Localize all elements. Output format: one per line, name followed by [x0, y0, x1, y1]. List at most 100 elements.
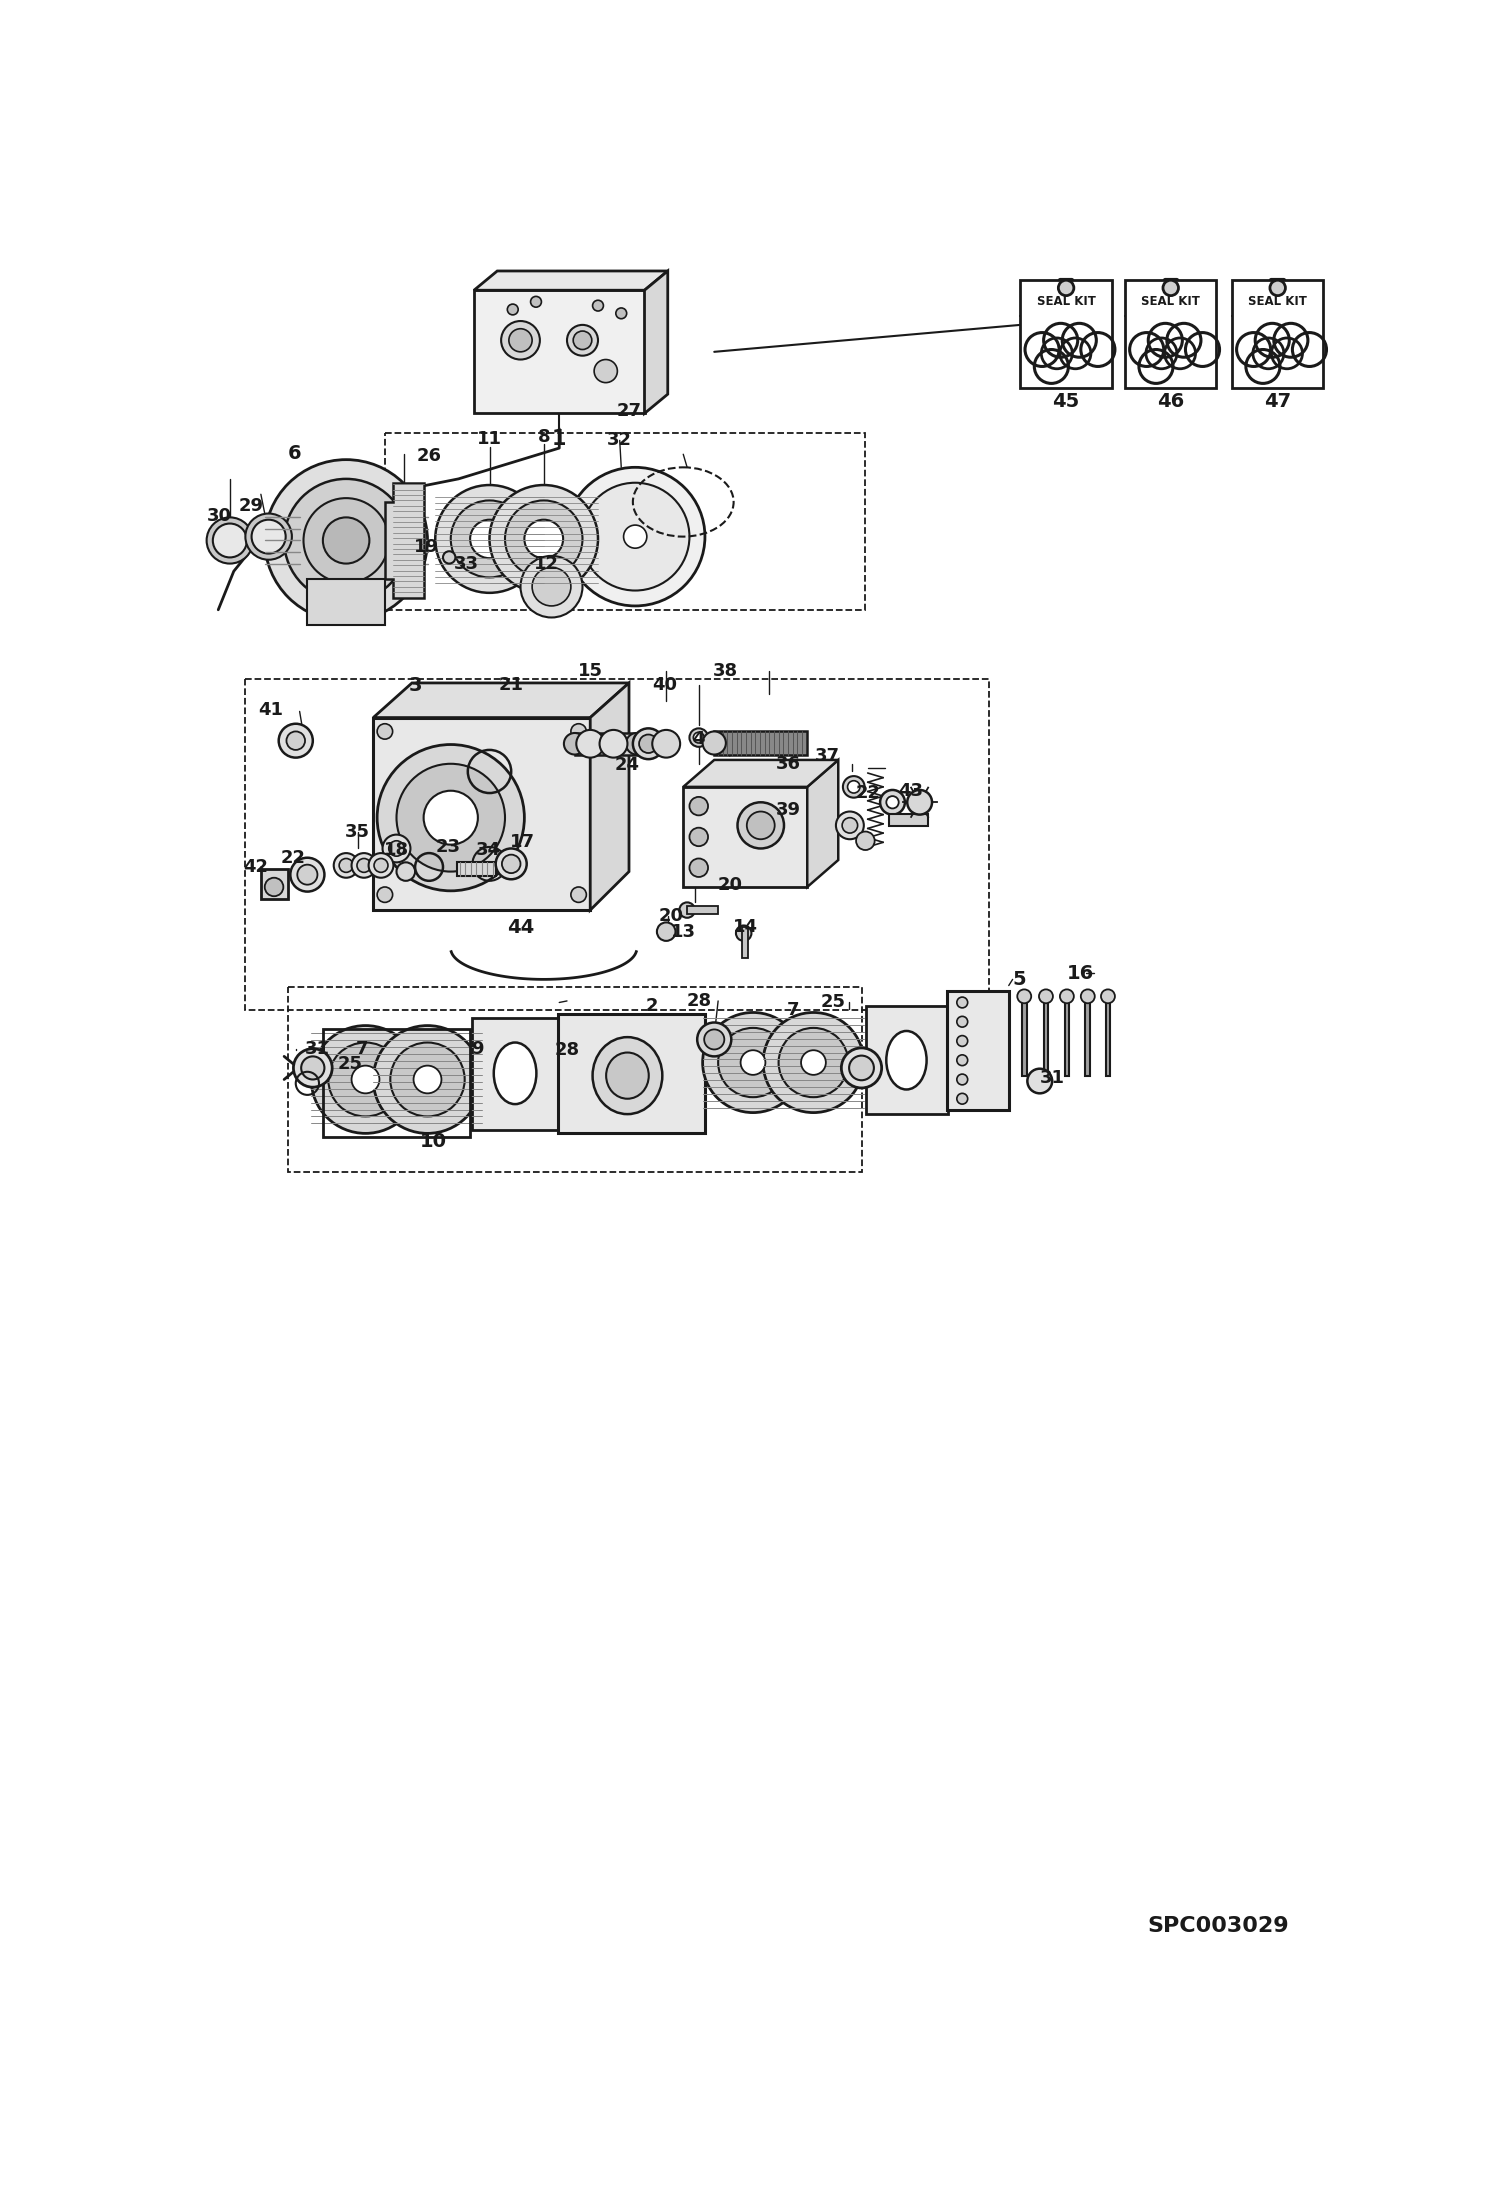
- Bar: [1086, 998, 1091, 1075]
- Circle shape: [470, 520, 509, 557]
- Circle shape: [286, 731, 306, 750]
- Circle shape: [595, 360, 617, 382]
- Circle shape: [505, 500, 583, 577]
- Circle shape: [563, 733, 586, 755]
- Ellipse shape: [607, 1053, 649, 1099]
- Text: 19: 19: [413, 538, 439, 555]
- Circle shape: [213, 524, 247, 557]
- Circle shape: [252, 520, 286, 553]
- Circle shape: [312, 1025, 419, 1134]
- Bar: [947, 992, 1008, 1110]
- Circle shape: [524, 520, 563, 557]
- Circle shape: [881, 790, 905, 814]
- Circle shape: [374, 858, 388, 873]
- Circle shape: [297, 864, 318, 884]
- Text: 1: 1: [551, 428, 566, 450]
- Circle shape: [1082, 989, 1095, 1003]
- Text: 4: 4: [692, 731, 706, 748]
- Polygon shape: [644, 272, 668, 412]
- Bar: [324, 1029, 470, 1136]
- Text: 20: 20: [718, 875, 742, 895]
- Text: 7: 7: [357, 1040, 369, 1058]
- Text: 22: 22: [855, 783, 881, 803]
- Circle shape: [207, 518, 253, 564]
- Circle shape: [694, 733, 704, 744]
- Circle shape: [762, 1011, 864, 1112]
- Circle shape: [508, 305, 518, 316]
- Ellipse shape: [593, 1038, 662, 1115]
- Circle shape: [632, 728, 664, 759]
- Bar: [866, 1007, 948, 1115]
- Circle shape: [565, 467, 706, 606]
- Circle shape: [855, 832, 875, 849]
- Circle shape: [285, 478, 407, 601]
- Text: 29: 29: [238, 496, 264, 516]
- Text: 12: 12: [535, 555, 559, 573]
- Bar: [1065, 998, 1070, 1075]
- Circle shape: [1059, 281, 1074, 296]
- Circle shape: [369, 853, 394, 878]
- Circle shape: [324, 518, 370, 564]
- Text: 10: 10: [421, 1132, 448, 1150]
- Text: 9: 9: [470, 1040, 484, 1058]
- Bar: [288, 987, 861, 1172]
- Bar: [890, 814, 929, 827]
- Circle shape: [801, 1051, 825, 1075]
- Circle shape: [502, 856, 520, 873]
- Circle shape: [391, 1042, 464, 1117]
- Circle shape: [357, 858, 372, 873]
- Circle shape: [451, 500, 529, 577]
- Bar: [307, 579, 385, 625]
- Circle shape: [397, 764, 505, 871]
- Circle shape: [736, 926, 752, 941]
- Circle shape: [574, 331, 592, 349]
- Polygon shape: [807, 759, 839, 886]
- Text: 20: 20: [658, 908, 683, 926]
- Ellipse shape: [887, 1031, 927, 1090]
- Circle shape: [509, 329, 532, 351]
- Text: 46: 46: [1156, 393, 1185, 412]
- Text: 14: 14: [733, 917, 758, 937]
- Text: 15: 15: [578, 663, 602, 680]
- Polygon shape: [373, 682, 629, 717]
- Circle shape: [496, 849, 527, 880]
- Circle shape: [836, 812, 864, 840]
- Text: 31: 31: [306, 1040, 330, 1058]
- Text: 26: 26: [416, 448, 442, 465]
- Circle shape: [740, 1051, 765, 1075]
- Text: 35: 35: [345, 823, 370, 840]
- Circle shape: [680, 902, 695, 917]
- Circle shape: [737, 803, 783, 849]
- Circle shape: [1101, 989, 1115, 1003]
- Circle shape: [443, 551, 455, 564]
- Text: 27: 27: [617, 402, 641, 419]
- Circle shape: [599, 731, 628, 757]
- Circle shape: [530, 296, 541, 307]
- Circle shape: [265, 459, 427, 621]
- Circle shape: [382, 834, 410, 862]
- Circle shape: [703, 1011, 803, 1112]
- Text: 25: 25: [821, 994, 846, 1011]
- Text: 43: 43: [899, 781, 924, 801]
- Circle shape: [502, 320, 539, 360]
- Bar: [683, 788, 807, 886]
- Circle shape: [571, 724, 586, 739]
- Circle shape: [640, 735, 658, 753]
- Circle shape: [436, 485, 544, 592]
- Circle shape: [957, 1055, 968, 1066]
- Circle shape: [623, 524, 647, 548]
- Text: 36: 36: [776, 755, 801, 772]
- Circle shape: [377, 744, 524, 891]
- Circle shape: [377, 724, 392, 739]
- Circle shape: [1162, 281, 1179, 296]
- Text: 5: 5: [1013, 970, 1026, 989]
- Circle shape: [697, 1022, 731, 1055]
- Circle shape: [328, 1042, 403, 1117]
- Circle shape: [689, 796, 709, 816]
- Circle shape: [334, 853, 358, 878]
- Text: 17: 17: [509, 834, 535, 851]
- Circle shape: [352, 853, 376, 878]
- Circle shape: [279, 724, 313, 757]
- Circle shape: [1028, 1068, 1052, 1093]
- Text: 23: 23: [434, 838, 460, 856]
